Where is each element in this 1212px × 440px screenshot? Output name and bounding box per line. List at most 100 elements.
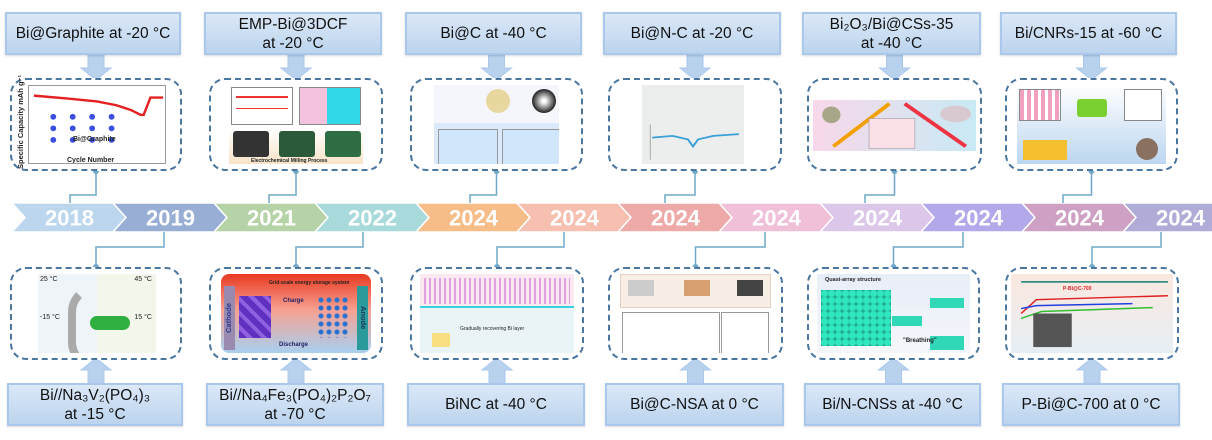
label-line: at -70 °C <box>264 405 326 423</box>
down-arrow <box>1075 54 1108 81</box>
top-label-box: Bi@N-C at -20 °C <box>603 12 781 55</box>
label-line: Bi//Na₄Fe₃(PO₄)₂P₂O₇ <box>219 386 371 404</box>
figure-bi-n-cnss: Quasi-array structure "Breathing" <box>807 267 980 360</box>
connector-line <box>268 171 297 203</box>
connector-line <box>469 171 498 203</box>
timeline-year: 2019 <box>146 206 195 231</box>
figure-p-bi-c: P-Bi@C-700 <box>1005 267 1179 360</box>
connector-line <box>892 232 964 267</box>
label-line: Bi@C-NSA at 0 °C <box>630 396 759 413</box>
discharge-label: Discharge <box>279 342 309 348</box>
label-line: P-Bi@C-700 at 0 °C <box>1021 396 1161 413</box>
temp-label: 45 °C <box>134 276 152 283</box>
bottom-label-box: Bi@C-NSA at 0 °C <box>605 383 784 426</box>
label-line: Bi/N-CNSs at -40 °C <box>822 396 963 413</box>
connector-line <box>1091 232 1162 267</box>
y-axis-label: Specific Capacity mAh g⁻¹ <box>16 75 25 169</box>
label-line: at -20 °C <box>262 34 324 52</box>
anode-label: Anode <box>359 306 368 330</box>
label-text: Bi//Na₄Fe₃(PO₄)₂P₂O₇ at -70 °C <box>219 386 371 424</box>
figure-bi-nvp: 25 °C 45 °C -15 °C 15 °C <box>10 267 182 360</box>
label-text: Bi@C at -40 °C <box>440 24 546 43</box>
label-text: Bi₂O₃/Bi@CSs-35 at -40 °C <box>830 15 954 53</box>
figure-bi-c-nsa <box>608 267 783 360</box>
figure-bi-graphite: Specific Capacity mAh g⁻¹ Bi@Graphite Cy… <box>10 75 182 171</box>
label-line: BiNC at -40 °C <box>445 396 547 413</box>
figure-title: Quasi-array structure <box>825 277 881 283</box>
timeline-year: 2024 <box>550 206 600 231</box>
bottom-label-box: Bi//Na₃V₂(PO₄)₃ at -15 °C <box>7 383 183 426</box>
top-label-box: Bi@Graphite at -20 °C <box>5 12 181 55</box>
bottom-label-box: Bi/N-CNSs at -40 °C <box>804 383 981 426</box>
timeline-year: 2018 <box>45 206 94 231</box>
up-arrow <box>679 357 712 385</box>
breathing-label: "Breathing" <box>903 338 937 344</box>
timeline-year: 2024 <box>651 206 701 231</box>
up-arrow <box>279 357 313 385</box>
figure-caption: Electrochemical Milling Process <box>251 158 328 164</box>
down-arrow <box>79 54 113 81</box>
timeline-year: 2024 <box>853 206 903 231</box>
figure-caption: Gradually recovering Bi layer <box>460 326 525 332</box>
label-line: EMP-Bi@3DCF <box>238 15 348 33</box>
figure-title: Bi@Graphite <box>73 136 116 143</box>
up-arrow <box>79 357 113 385</box>
timeline-year: 2022 <box>348 206 397 231</box>
bottom-label-box: Bi//Na₄Fe₃(PO₄)₂P₂O₇ at -70 °C <box>206 383 384 426</box>
timeline-year: 2024 <box>1156 206 1206 231</box>
top-label-box: Bi/CNRs-15 at -60 °C <box>1000 12 1177 55</box>
connector-line <box>69 171 97 203</box>
figure-title: Grid-scale energy storage system <box>269 280 350 286</box>
connector-line <box>664 171 696 203</box>
down-arrow <box>878 54 911 81</box>
down-arrow <box>480 54 513 81</box>
x-axis-label: Cycle Number <box>67 157 115 164</box>
down-arrow <box>678 54 712 81</box>
label-text: P-Bi@C-700 at 0 °C <box>1021 395 1160 414</box>
timeline-year: 2024 <box>954 206 1004 231</box>
top-label-box: Bi₂O₃/Bi@CSs-35 at -40 °C <box>802 12 981 55</box>
figure-binc: Gradually recovering Bi layer <box>410 267 584 360</box>
timeline-year: 2024 <box>449 206 499 231</box>
timeline-segment <box>1121 202 1212 233</box>
temp-label: -15 °C <box>40 314 60 321</box>
series-label: P-Bi@C-700 <box>1063 286 1092 292</box>
figure-bi-nfpp: Cathode Anode Grid-scale energy storage … <box>209 267 383 360</box>
figure-bi-c <box>410 78 583 171</box>
label-text: Bi/N-CNSs at -40 °C <box>822 395 963 414</box>
label-line: Bi/CNRs-15 at -60 °C <box>1014 25 1163 42</box>
label-line: Bi@C at -40 °C <box>440 25 547 42</box>
top-label-box: Bi@C at -40 °C <box>405 12 582 55</box>
label-text: Bi//Na₃V₂(PO₄)₃ at -15 °C <box>40 386 150 424</box>
bottom-label-box: BiNC at -40 °C <box>407 383 585 426</box>
temp-label: 15 °C <box>134 314 152 321</box>
timeline-year: 2021 <box>247 206 296 231</box>
label-line: Bi//Na₃V₂(PO₄)₃ <box>39 386 151 404</box>
arrow-graphic-thumbnail <box>822 102 971 149</box>
up-arrow <box>1075 357 1109 385</box>
connector-line <box>95 232 165 267</box>
cathode-label: Cathode <box>224 303 233 333</box>
connector-line <box>496 232 565 267</box>
label-line: Bi@N-C at -20 °C <box>630 25 754 42</box>
label-text: Bi@C-NSA at 0 °C <box>630 395 759 414</box>
label-line: Bi@Graphite at -20 °C <box>15 25 171 42</box>
label-text: EMP-Bi@3DCF at -20 °C <box>239 15 348 53</box>
figure-bi-n-c <box>608 78 782 171</box>
temp-label: 25 °C <box>40 276 58 283</box>
capacity-chart-thumbnail <box>33 94 164 143</box>
label-line: at -15 °C <box>64 405 126 423</box>
figure-emp-bi-3dcf: Electrochemical Milling Process <box>209 78 383 171</box>
figure-bi-cnrs <box>1005 78 1178 171</box>
up-arrow <box>480 357 514 385</box>
cycling-chart-thumbnail <box>1020 281 1168 348</box>
timeline-year: 2024 <box>1055 206 1105 231</box>
figure-bi2o3-bi-css <box>807 78 982 171</box>
timeline-year: 2024 <box>752 206 802 231</box>
label-text: Bi@Graphite at -20 °C <box>16 24 171 43</box>
bottom-label-box: P-Bi@C-700 at 0 °C <box>1002 383 1180 426</box>
label-text: Bi/CNRs-15 at -60 °C <box>1015 24 1162 43</box>
connector-line <box>295 232 364 267</box>
